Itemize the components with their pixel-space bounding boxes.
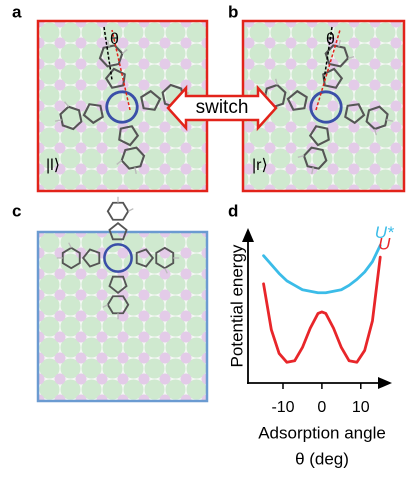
state-label: |l⟩: [46, 157, 60, 174]
x-tick-label: -10: [271, 399, 294, 416]
x-tick-label: 0: [317, 399, 326, 416]
panel-label: c: [12, 201, 21, 220]
x-tick-label: 10: [352, 399, 370, 416]
y-axis-arrow: [242, 228, 254, 242]
x-axis-unit: θ (deg): [295, 449, 349, 468]
angle-label: θ: [326, 31, 335, 48]
y-axis-label: Potential energy: [227, 244, 246, 367]
panel-label: d: [228, 201, 238, 220]
panel-label: b: [228, 2, 238, 21]
x-axis-arrow: [378, 377, 392, 389]
panel-label: a: [12, 2, 22, 21]
series-label: U: [378, 235, 391, 254]
curve: [264, 245, 381, 292]
switch-label: switch: [196, 97, 249, 118]
figure: a θ |l⟩ b θ |r⟩ switch c d Potential ene…: [0, 0, 412, 473]
angle-label: θ: [110, 31, 119, 48]
chart: Potential energy Adsorption angle θ (deg…: [227, 223, 395, 469]
state-label: |r⟩: [252, 157, 268, 174]
x-axis-label: Adsorption angle: [258, 423, 386, 442]
